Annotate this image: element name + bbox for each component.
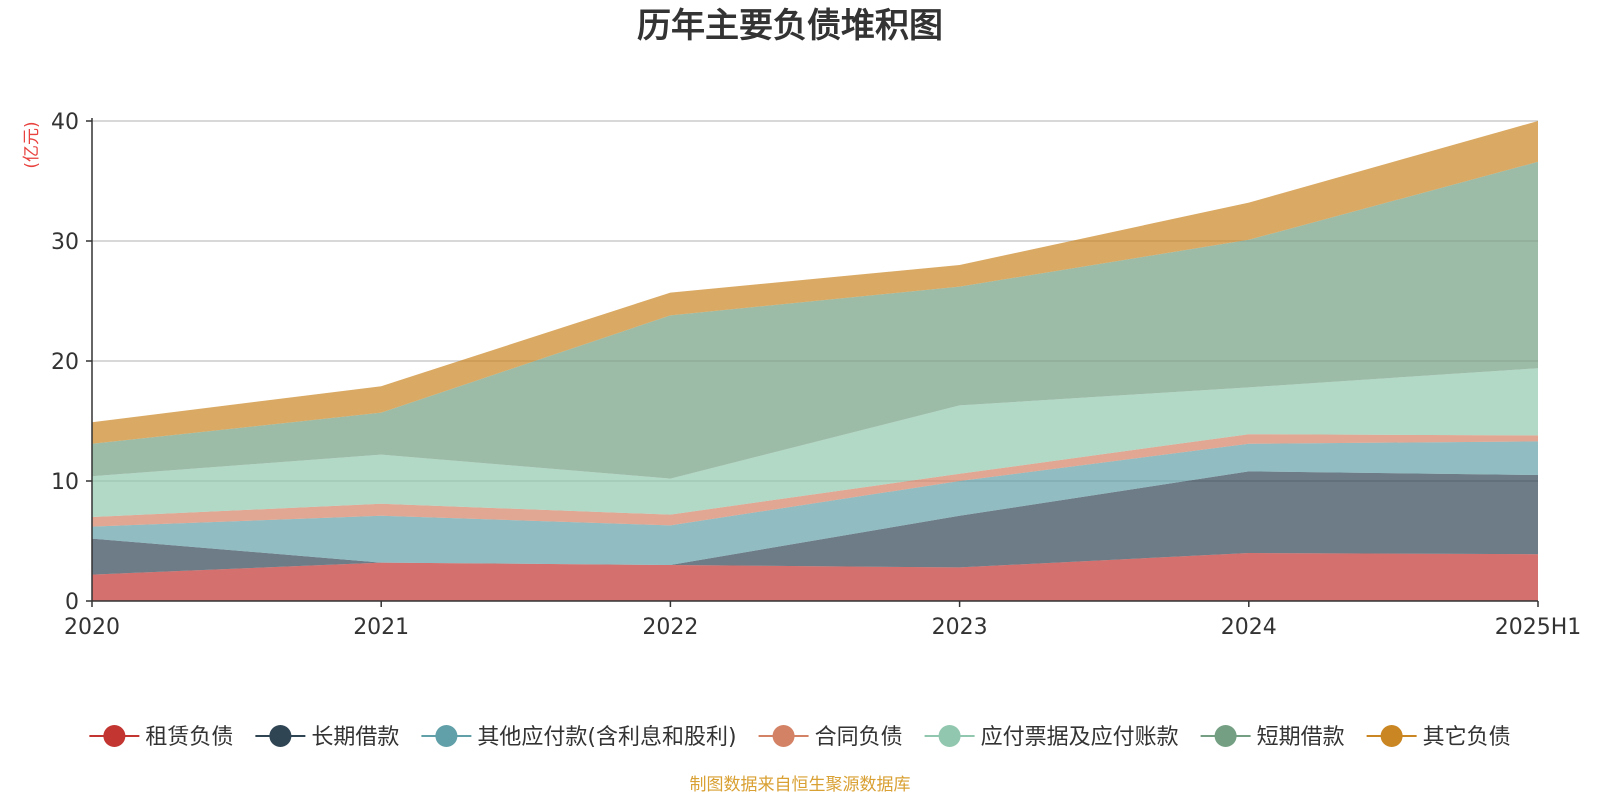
series-area-4	[92, 368, 1538, 517]
legend-item-6[interactable]: 其它负债	[1366, 725, 1511, 750]
y-tick-label-2: 20	[51, 350, 79, 375]
y-axis-unit-label: (亿元)	[22, 121, 42, 168]
legend-item-4[interactable]: 应付票据及应付账款	[924, 725, 1179, 750]
legend-marker-6	[1380, 725, 1403, 747]
legend-marker-1	[269, 725, 292, 747]
y-tick-label-0: 0	[65, 590, 79, 615]
legend-marker-4	[938, 725, 961, 747]
series-area-3	[92, 434, 1538, 527]
y-tick-label-4: 40	[51, 110, 79, 135]
series-area-5	[92, 161, 1538, 479]
y-tick-label-3: 30	[51, 230, 79, 255]
series-areas	[92, 121, 1538, 601]
x-tick-label-4: 2024	[1221, 615, 1277, 640]
series-area-1	[92, 471, 1538, 575]
legend: 租赁负债 长期借款 其他应付款(含利息和股利) 合同负债 应付票据及应付账款 短期借款 其它…	[89, 725, 1511, 750]
series-area-0	[92, 553, 1538, 601]
legend-label-4: 应付票据及应付账款	[981, 725, 1179, 750]
source-note: 制图数据来自恒生聚源数据库	[690, 775, 911, 795]
axes: 0 10 20 30 40 2020 2021 2022 2023 2024 2025H1	[51, 110, 1581, 640]
legend-label-0: 租赁负债	[145, 725, 233, 750]
legend-marker-3	[772, 725, 795, 747]
legend-label-3: 合同负债	[815, 725, 903, 750]
legend-label-5: 短期借款	[1257, 725, 1345, 750]
legend-item-1[interactable]: 长期借款	[255, 725, 399, 750]
x-tick-label-3: 2023	[932, 615, 988, 640]
x-tick-label-2: 2022	[642, 615, 698, 640]
legend-marker-0	[103, 725, 126, 747]
legend-item-3[interactable]: 合同负债	[758, 725, 903, 750]
legend-item-5[interactable]: 短期借款	[1200, 725, 1345, 750]
x-tick-label-5: 2025H1	[1495, 615, 1582, 640]
legend-item-0[interactable]: 租赁负债	[89, 725, 233, 750]
legend-label-6: 其它负债	[1423, 725, 1511, 750]
series-area-6	[92, 121, 1538, 444]
y-tick-label-1: 10	[51, 470, 79, 495]
x-tick-label-1: 2021	[353, 615, 409, 640]
legend-label-2: 其他应付款(含利息和股利)	[477, 725, 736, 750]
legend-marker-2	[435, 725, 458, 747]
legend-item-2[interactable]: 其他应付款(含利息和股利)	[421, 725, 737, 750]
legend-label-1: 长期借款	[311, 725, 399, 750]
x-tick-label-0: 2020	[64, 615, 120, 640]
legend-marker-5	[1214, 725, 1237, 747]
chart-title: 历年主要负债堆积图	[637, 6, 943, 46]
